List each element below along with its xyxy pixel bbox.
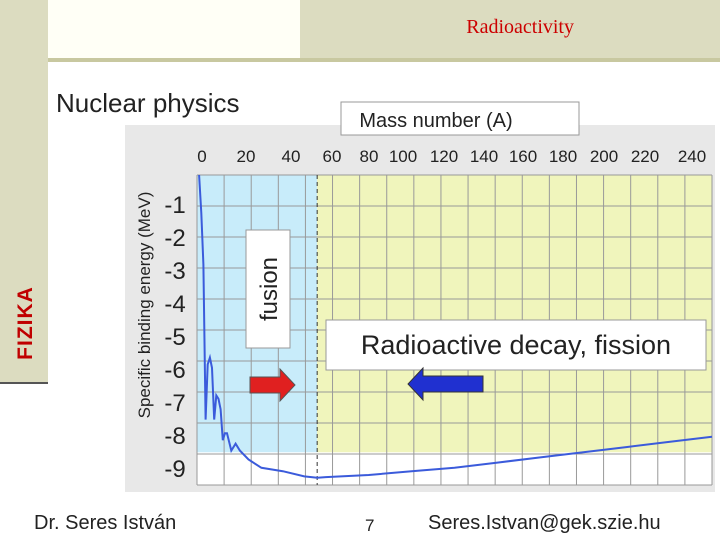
y-tick-label: -5 (164, 324, 185, 351)
y-tick-labels: -1 -2 -3 -4 -5 -6 -7 -8 -9 (164, 192, 185, 483)
fusion-label: fusion (256, 257, 283, 321)
x-tick-label: 20 (237, 147, 256, 166)
header-divider (48, 58, 720, 62)
x-tick-label: 200 (590, 147, 618, 166)
x-tick-label: 60 (323, 147, 342, 166)
decay-fission-label: Radioactive decay, fission (361, 330, 671, 360)
x-tick-label: 100 (389, 147, 417, 166)
fusion-label-box (245, 229, 291, 349)
binding-energy-curve (198, 174, 713, 479)
x-tick-label: 180 (549, 147, 577, 166)
page-title: Radioactivity (466, 16, 574, 38)
x-tick-label: 220 (631, 147, 659, 166)
y-tick-label: -8 (164, 423, 185, 450)
y-tick-label: -3 (164, 258, 185, 285)
x-tick-label: 0 (197, 147, 206, 166)
decay-arrow-icon (407, 366, 484, 402)
y-tick-label: -7 (164, 390, 185, 417)
y-tick-label: -1 (164, 192, 185, 219)
x-tick-label: 140 (470, 147, 498, 166)
footer-author: Dr. Seres István (34, 512, 177, 534)
x-axis-label-box (340, 101, 580, 136)
y-axis-label-text: Specific binding energy (MeV) (135, 192, 154, 419)
x-axis-label: Mass number (A) (359, 110, 512, 132)
left-rule (0, 382, 48, 384)
y-axis-label: Specific binding energy (MeV) (135, 192, 154, 419)
y-tick-label: -6 (164, 357, 185, 384)
decay-label-box (325, 319, 707, 371)
y-tick-label: -4 (164, 291, 185, 318)
x-tick-label: 40 (282, 147, 301, 166)
x-tick-label: 80 (360, 147, 379, 166)
page-number: 7 (365, 516, 375, 535)
header-right-band (300, 0, 720, 58)
x-tick-label: 160 (509, 147, 537, 166)
y-tick-label: -9 (164, 456, 185, 483)
x-tick-label: 120 (430, 147, 458, 166)
header-light-band (48, 0, 300, 58)
page-subtitle: Nuclear physics (56, 88, 240, 118)
header-left-band (0, 0, 48, 382)
fusion-arrow-icon (249, 367, 296, 403)
y-tick-label: -2 (164, 225, 185, 252)
x-tick-labels: 0 20 40 60 80 100 120 140 160 180 200 220 240 (197, 147, 706, 166)
footer-email: Seres.Istvan@gek.szie.hu (428, 512, 661, 534)
x-tick-label: 240 (678, 147, 706, 166)
